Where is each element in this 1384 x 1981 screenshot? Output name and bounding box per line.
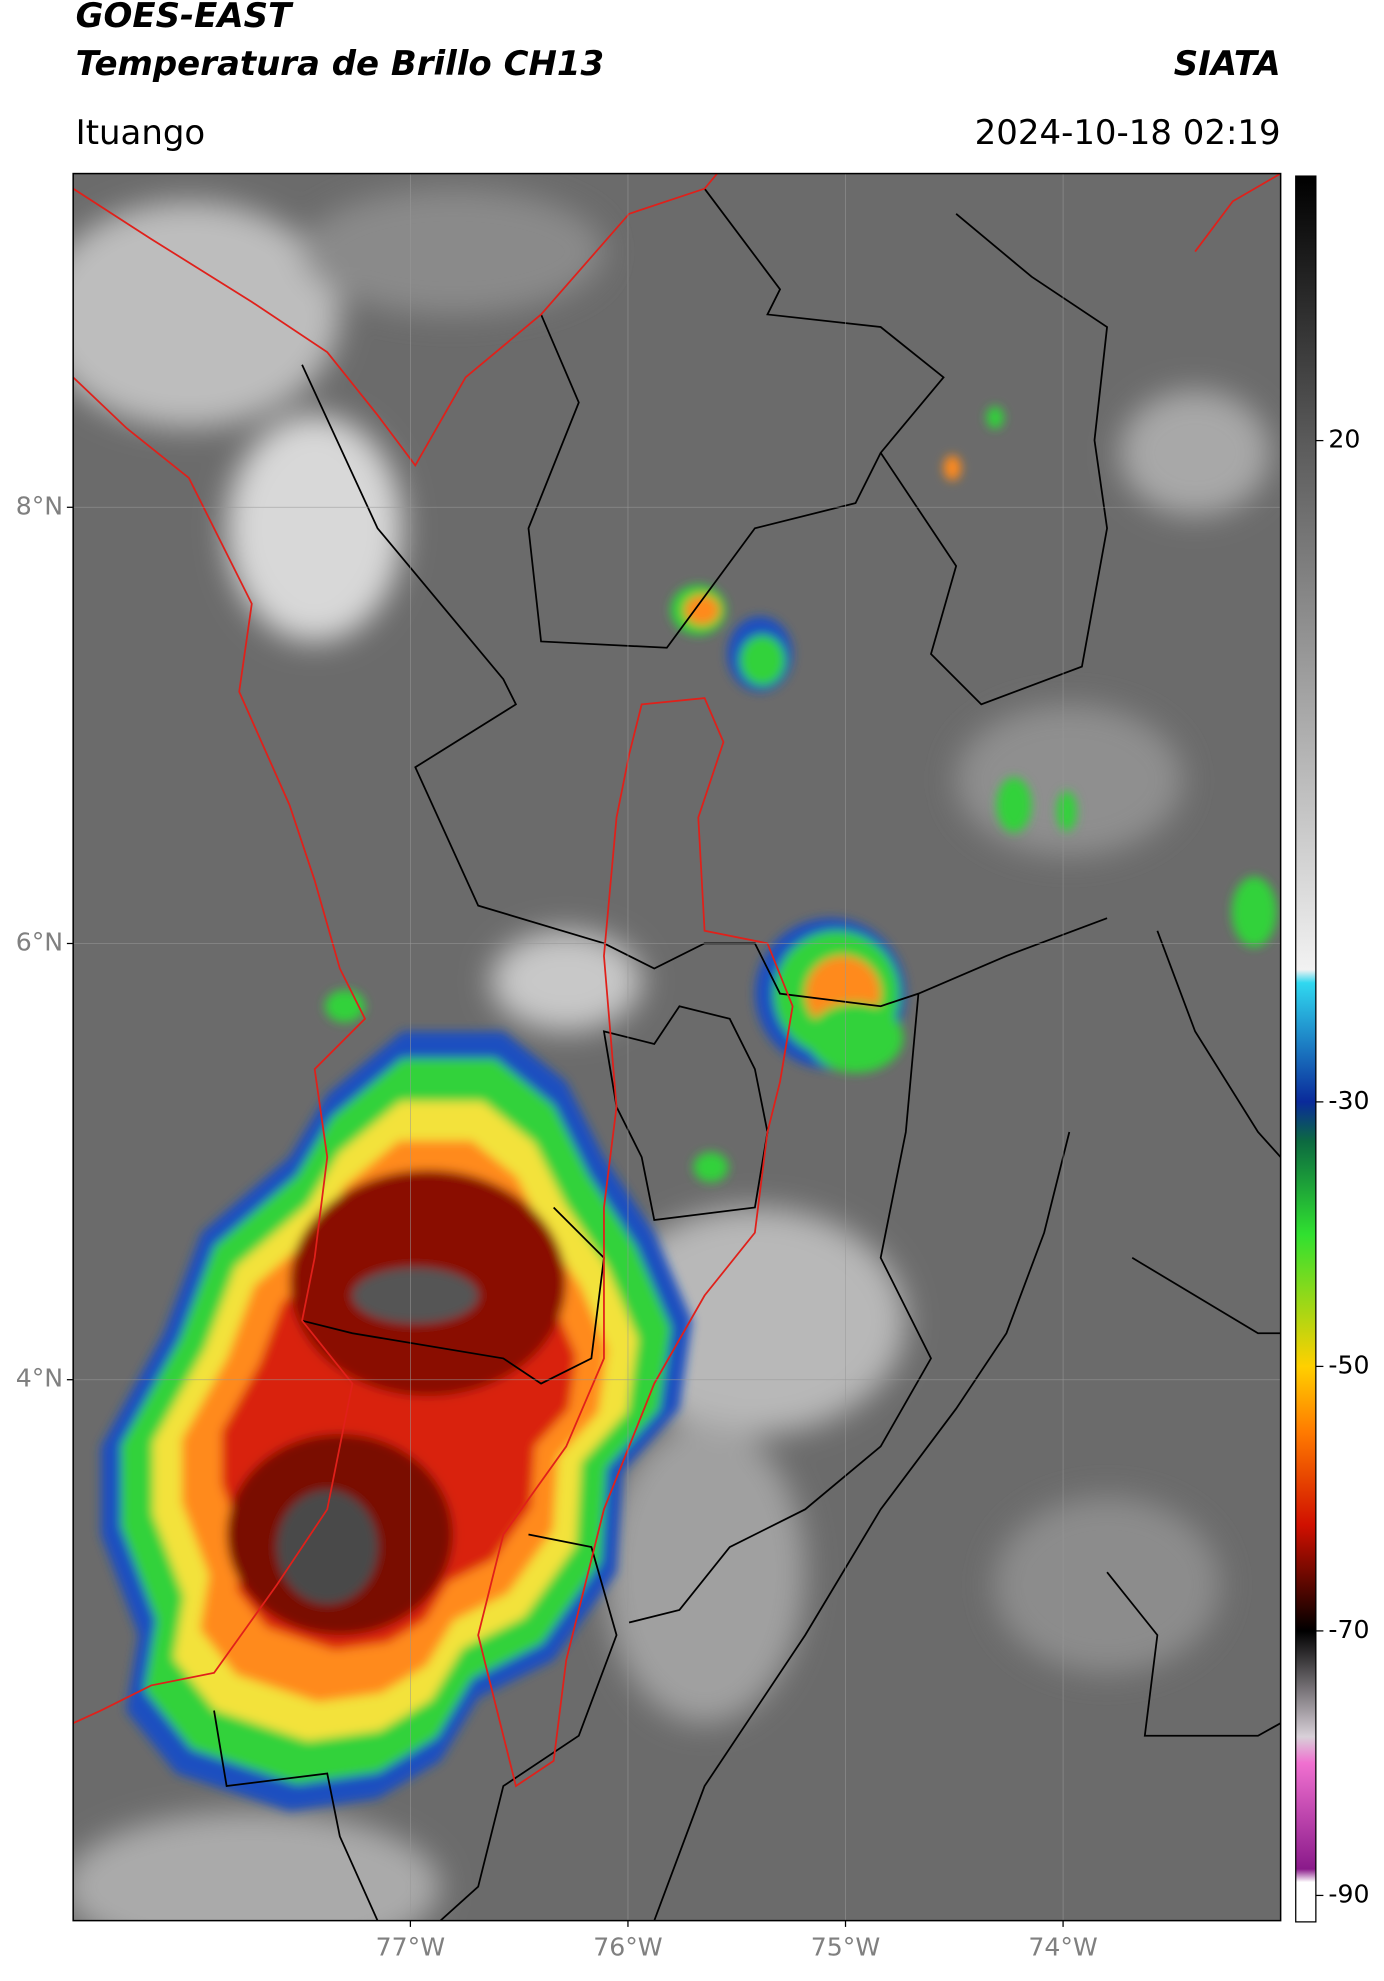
lat-label: 8°N (16, 491, 63, 520)
source: SIATA (1174, 44, 1281, 84)
colorbar-label: -70 (1328, 1615, 1369, 1644)
colorbar-label: -90 (1328, 1879, 1369, 1908)
colorbar-label: -30 (1328, 1086, 1369, 1115)
subtitle: Temperatura de Brillo CH13 (76, 44, 604, 84)
datetime: 2024-10-18 02:19 (975, 113, 1281, 153)
colorbar-label: -50 (1328, 1350, 1369, 1379)
lon-label: 75°W (811, 1932, 881, 1961)
lat-label: 6°N (16, 927, 63, 956)
lat-label: 4°N (16, 1364, 63, 1393)
satellite-image (73, 173, 1281, 1921)
map-frame (72, 172, 1282, 1922)
colorbar (1295, 175, 1317, 1923)
lon-label: 74°W (1028, 1932, 1098, 1961)
title: GOES-EAST (76, 0, 294, 36)
location: Ituango (76, 113, 206, 153)
colorbar-label: 20 (1328, 425, 1360, 454)
lon-label: 76°W (593, 1932, 663, 1961)
lon-label: 77°W (376, 1932, 446, 1961)
